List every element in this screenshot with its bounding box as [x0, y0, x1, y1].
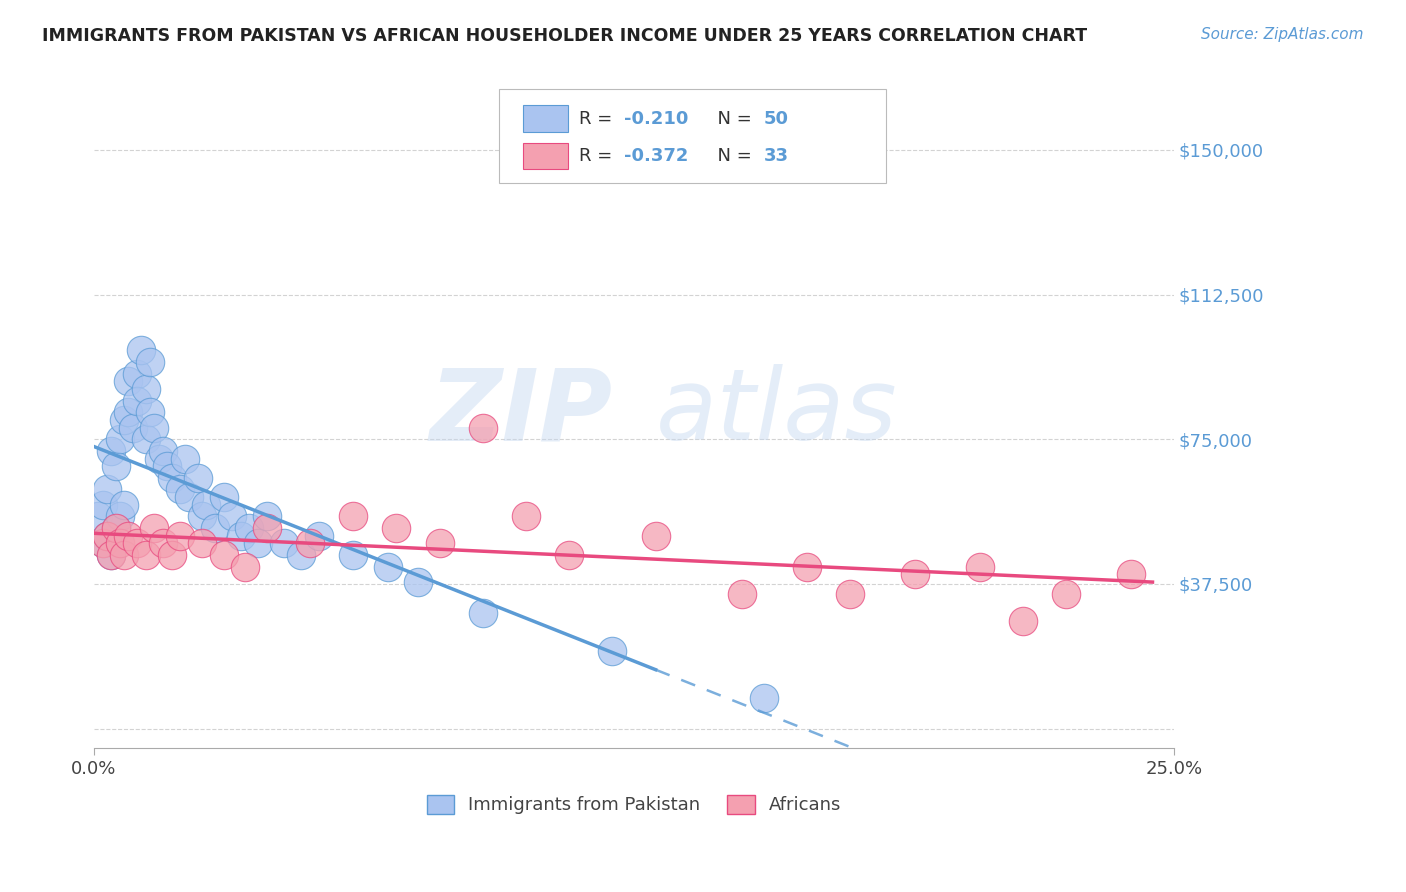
Point [173, 451, 195, 466]
Point [117, 529, 139, 543]
Point [212, 490, 235, 504]
Point [91, 536, 114, 550]
Point [233, 559, 256, 574]
Point [602, 644, 624, 658]
Point [377, 559, 399, 574]
Point [135, 382, 157, 396]
Text: N =: N = [706, 147, 758, 165]
Point [471, 420, 494, 434]
Text: 50: 50 [763, 110, 789, 128]
Point [169, 529, 191, 543]
Point [229, 529, 252, 543]
Text: R =: R = [579, 147, 619, 165]
Point [117, 405, 139, 419]
Point [104, 521, 127, 535]
Point [112, 498, 135, 512]
Point [160, 471, 183, 485]
Point [96, 483, 118, 497]
Point [143, 521, 166, 535]
Point [204, 521, 226, 535]
Point [152, 536, 174, 550]
Point [256, 509, 278, 524]
Point [96, 529, 118, 543]
Point [904, 567, 927, 582]
Point [108, 509, 131, 524]
Point [839, 586, 862, 600]
Point [139, 405, 162, 419]
Point [127, 367, 149, 381]
Point [91, 498, 114, 512]
Point [108, 536, 131, 550]
Point [135, 548, 157, 562]
Text: -0.210: -0.210 [624, 110, 689, 128]
Point [87, 509, 110, 524]
Point [221, 509, 243, 524]
Point [117, 375, 139, 389]
Point [308, 529, 330, 543]
Point [100, 548, 122, 562]
Point [238, 521, 260, 535]
Point [290, 548, 312, 562]
Point [298, 536, 321, 550]
Point [191, 509, 214, 524]
Point [104, 521, 127, 535]
Point [429, 536, 451, 550]
Text: atlas: atlas [655, 364, 897, 461]
Point [256, 521, 278, 535]
Point [644, 529, 666, 543]
Text: Source: ZipAtlas.com: Source: ZipAtlas.com [1201, 27, 1364, 42]
Point [1054, 586, 1077, 600]
Point [112, 548, 135, 562]
Point [385, 521, 408, 535]
Point [247, 536, 270, 550]
Point [752, 690, 775, 705]
Point [731, 586, 754, 600]
Point [96, 529, 118, 543]
Point [187, 471, 209, 485]
Point [131, 343, 153, 358]
Point [1119, 567, 1142, 582]
Point [177, 490, 200, 504]
Point [108, 432, 131, 446]
Point [135, 432, 157, 446]
Text: R =: R = [579, 110, 619, 128]
Point [969, 559, 991, 574]
Point [127, 536, 149, 550]
Point [100, 443, 122, 458]
Point [406, 574, 429, 589]
Point [558, 548, 581, 562]
Point [195, 498, 218, 512]
Point [471, 606, 494, 620]
Point [121, 420, 143, 434]
Point [160, 548, 183, 562]
Point [342, 509, 364, 524]
Point [212, 548, 235, 562]
Point [139, 355, 162, 369]
Legend: Immigrants from Pakistan, Africans: Immigrants from Pakistan, Africans [419, 788, 849, 822]
Point [342, 548, 364, 562]
Point [152, 443, 174, 458]
Point [127, 393, 149, 408]
Point [1012, 614, 1035, 628]
Text: ZIP: ZIP [429, 364, 613, 461]
Point [169, 483, 191, 497]
Point [796, 559, 818, 574]
Text: IMMIGRANTS FROM PAKISTAN VS AFRICAN HOUSEHOLDER INCOME UNDER 25 YEARS CORRELATIO: IMMIGRANTS FROM PAKISTAN VS AFRICAN HOUS… [42, 27, 1087, 45]
Text: -0.372: -0.372 [624, 147, 689, 165]
Text: 33: 33 [763, 147, 789, 165]
Point [191, 536, 214, 550]
Point [104, 459, 127, 474]
Text: N =: N = [706, 110, 758, 128]
Point [143, 420, 166, 434]
Point [100, 548, 122, 562]
Point [112, 413, 135, 427]
Point [156, 459, 179, 474]
Point [515, 509, 537, 524]
Point [273, 536, 295, 550]
Point [91, 536, 114, 550]
Point [148, 451, 170, 466]
